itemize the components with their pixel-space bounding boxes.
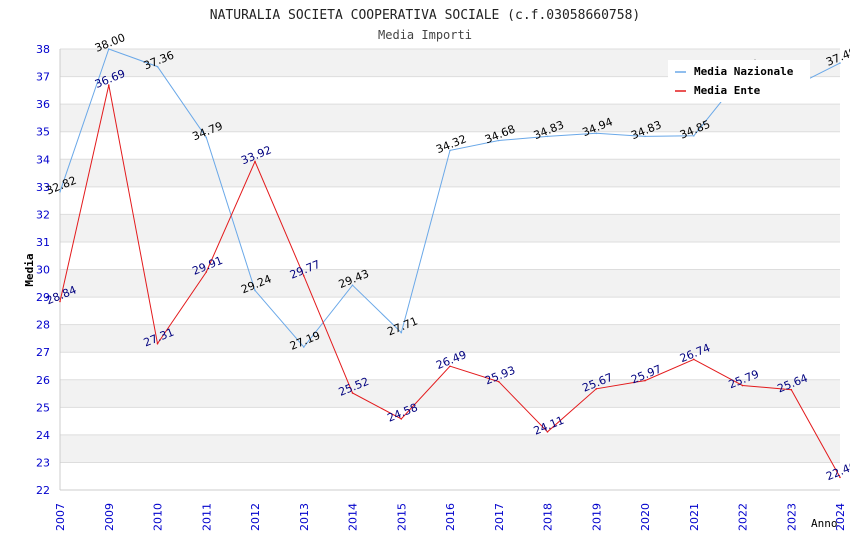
data-point	[692, 135, 695, 137]
data-point	[644, 135, 646, 138]
data-point	[595, 388, 598, 390]
chart-subtitle: Media Importi	[378, 28, 472, 42]
y-tick-label: 32	[36, 208, 50, 221]
y-tick-label: 24	[36, 429, 50, 442]
data-point	[351, 392, 354, 394]
y-axis-label: Media	[23, 253, 36, 286]
data-point	[107, 48, 110, 50]
x-tick-label: 2012	[249, 503, 262, 531]
x-tick-label: 2019	[590, 503, 603, 531]
y-tick-label: 30	[36, 264, 50, 277]
x-tick-label: 2018	[542, 503, 555, 531]
data-point	[839, 62, 841, 64]
data-point	[156, 65, 159, 68]
data-label: 24.11	[532, 414, 566, 438]
data-point	[107, 84, 110, 86]
data-label: 34.32	[434, 132, 468, 156]
x-tick-label: 2017	[493, 503, 506, 531]
x-tick-label: 2022	[737, 503, 750, 531]
data-point	[302, 275, 305, 277]
y-tick-label: 22	[36, 484, 50, 497]
background-bands	[60, 49, 840, 463]
x-tick-labels: 2007 2009 2010 2011 2012 2013 2014 2015 2016 2017…	[54, 503, 847, 531]
band-29	[60, 269, 840, 298]
x-tick-label: 2010	[152, 503, 165, 531]
data-point	[400, 331, 403, 334]
data-point	[254, 289, 256, 292]
data-point	[741, 384, 744, 387]
series-group	[59, 48, 841, 479]
y-tick-label: 35	[36, 126, 50, 139]
data-point	[595, 132, 598, 135]
data-point	[59, 190, 61, 193]
y-tick-label: 34	[36, 153, 50, 166]
data-point	[156, 342, 159, 345]
y-tick-label: 25	[36, 401, 50, 414]
data-point	[59, 300, 61, 303]
data-point	[351, 284, 354, 287]
data-point	[497, 139, 500, 142]
data-point	[790, 388, 793, 391]
data-point	[254, 160, 256, 163]
data-point	[546, 431, 549, 433]
legend-label-media-nazionale: Media Nazionale	[694, 65, 794, 78]
legend: Media Nazionale Media Ente	[668, 60, 810, 102]
data-point	[449, 149, 451, 152]
data-point	[449, 365, 451, 368]
y-tick-label: 28	[36, 319, 50, 332]
data-point	[692, 358, 695, 361]
band-33	[60, 159, 840, 187]
gridlines	[60, 48, 840, 491]
y-tick-labels: 22 23 24 25 26 27 28 29 30 31 32 33 34 35 36 37 38	[36, 43, 50, 497]
legend-label-media-ente: Media Ente	[694, 84, 761, 97]
chart-title: NATURALIA SOCIETA COOPERATIVA SOCIALE (c…	[210, 8, 640, 23]
x-tick-label: 2011	[200, 503, 213, 531]
band-27	[60, 324, 840, 353]
data-point	[644, 379, 646, 382]
data-point	[497, 380, 500, 383]
data-point	[205, 271, 208, 273]
data-point	[302, 346, 305, 348]
y-tick-label: 31	[36, 236, 50, 249]
x-tick-label: 2015	[395, 503, 408, 531]
x-tick-label: 2020	[639, 503, 652, 531]
data-point	[205, 136, 208, 139]
x-tick-label: 2013	[298, 503, 311, 531]
band-25	[60, 379, 840, 408]
x-tick-label: 2016	[444, 503, 457, 531]
x-tick-label: 2014	[347, 503, 360, 531]
y-tick-label: 23	[36, 456, 50, 469]
y-tick-label: 37	[36, 71, 50, 84]
band-23	[60, 434, 840, 463]
data-point	[546, 135, 549, 138]
y-tick-label: 36	[36, 98, 50, 111]
x-tick-label: 2007	[54, 503, 67, 531]
band-35	[60, 104, 840, 132]
legend-box	[668, 60, 810, 102]
y-tick-label: 29	[36, 291, 50, 304]
y-tick-label: 27	[36, 346, 50, 359]
x-tick-label: 2021	[688, 503, 701, 531]
band-31	[60, 214, 840, 242]
x-axis-label: Anno	[811, 517, 838, 530]
x-tick-label: 2009	[103, 503, 116, 531]
y-tick-label: 26	[36, 374, 50, 387]
y-tick-label: 33	[36, 181, 50, 194]
data-point	[839, 476, 841, 479]
data-point	[400, 418, 403, 420]
y-tick-label: 38	[36, 43, 50, 56]
x-tick-label: 2023	[785, 503, 798, 531]
x-tick-label: 2024	[834, 503, 847, 531]
